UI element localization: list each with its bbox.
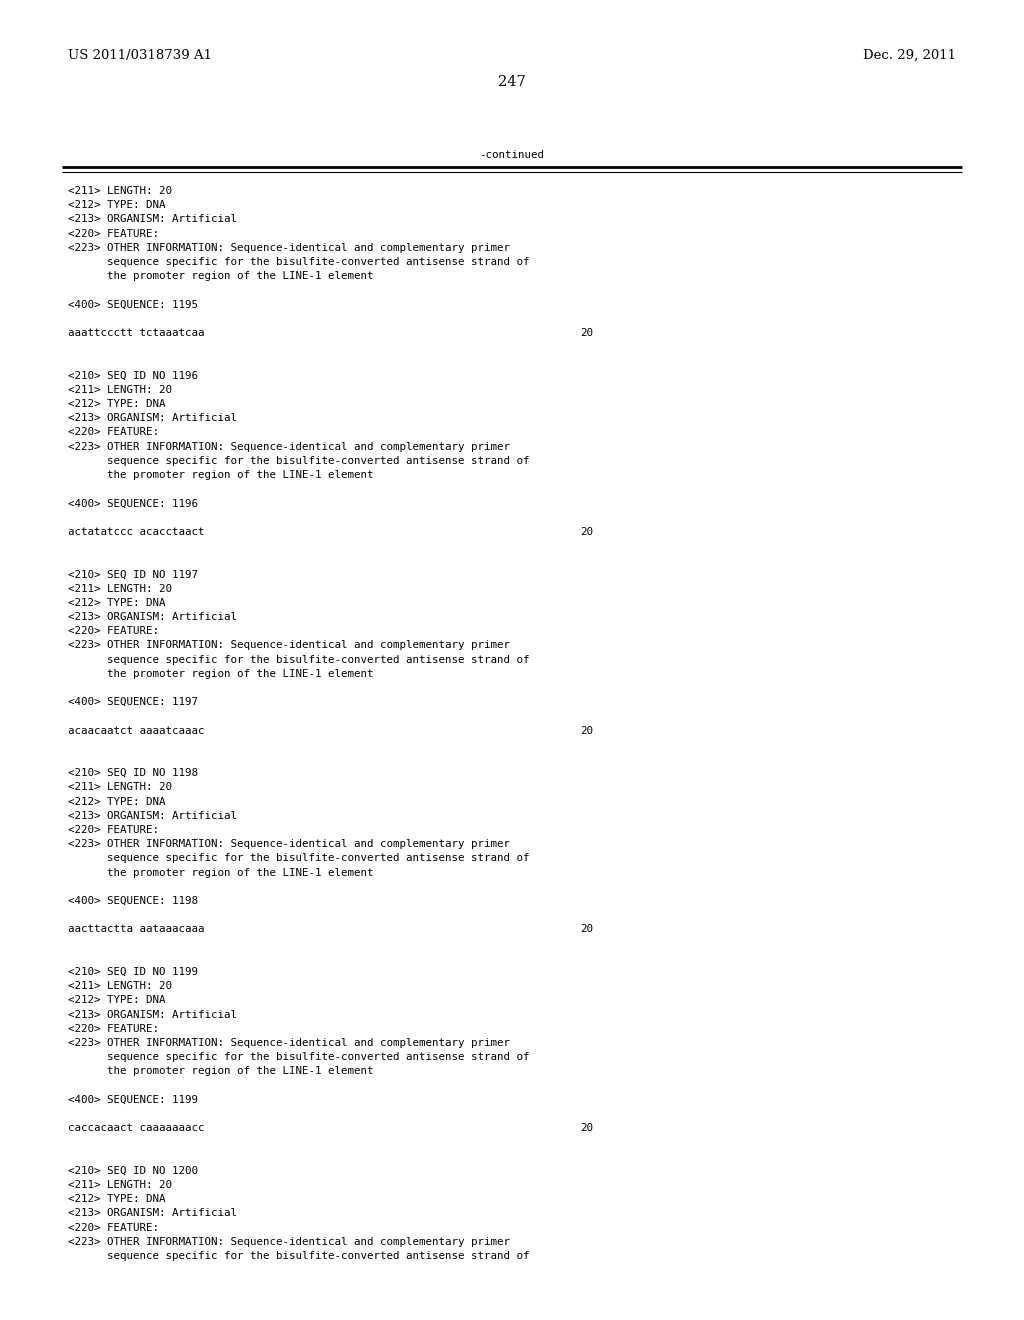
Text: <213> ORGANISM: Artificial: <213> ORGANISM: Artificial [68, 810, 237, 821]
Text: <220> FEATURE:: <220> FEATURE: [68, 626, 159, 636]
Text: the promoter region of the LINE-1 element: the promoter region of the LINE-1 elemen… [68, 1067, 374, 1076]
Text: -continued: -continued [479, 150, 545, 160]
Text: sequence specific for the bisulfite-converted antisense strand of: sequence specific for the bisulfite-conv… [68, 1052, 529, 1063]
Text: <210> SEQ ID NO 1199: <210> SEQ ID NO 1199 [68, 968, 198, 977]
Text: <220> FEATURE:: <220> FEATURE: [68, 825, 159, 836]
Text: aaattccctt tctaaatcaa: aaattccctt tctaaatcaa [68, 327, 205, 338]
Text: <211> LENGTH: 20: <211> LENGTH: 20 [68, 385, 172, 395]
Text: the promoter region of the LINE-1 element: the promoter region of the LINE-1 elemen… [68, 271, 374, 281]
Text: sequence specific for the bisulfite-converted antisense strand of: sequence specific for the bisulfite-conv… [68, 455, 529, 466]
Text: <212> TYPE: DNA: <212> TYPE: DNA [68, 1195, 166, 1204]
Text: <212> TYPE: DNA: <212> TYPE: DNA [68, 201, 166, 210]
Text: <211> LENGTH: 20: <211> LENGTH: 20 [68, 583, 172, 594]
Text: <400> SEQUENCE: 1196: <400> SEQUENCE: 1196 [68, 499, 198, 508]
Text: <211> LENGTH: 20: <211> LENGTH: 20 [68, 783, 172, 792]
Text: the promoter region of the LINE-1 element: the promoter region of the LINE-1 elemen… [68, 470, 374, 480]
Text: <213> ORGANISM: Artificial: <213> ORGANISM: Artificial [68, 1010, 237, 1019]
Text: 247: 247 [498, 75, 526, 88]
Text: sequence specific for the bisulfite-converted antisense strand of: sequence specific for the bisulfite-conv… [68, 655, 529, 664]
Text: <220> FEATURE:: <220> FEATURE: [68, 228, 159, 239]
Text: 20: 20 [580, 1123, 593, 1133]
Text: <212> TYPE: DNA: <212> TYPE: DNA [68, 995, 166, 1006]
Text: <220> FEATURE:: <220> FEATURE: [68, 1024, 159, 1034]
Text: <223> OTHER INFORMATION: Sequence-identical and complementary primer: <223> OTHER INFORMATION: Sequence-identi… [68, 840, 510, 849]
Text: <220> FEATURE:: <220> FEATURE: [68, 1222, 159, 1233]
Text: <223> OTHER INFORMATION: Sequence-identical and complementary primer: <223> OTHER INFORMATION: Sequence-identi… [68, 442, 510, 451]
Text: <211> LENGTH: 20: <211> LENGTH: 20 [68, 1180, 172, 1191]
Text: <213> ORGANISM: Artificial: <213> ORGANISM: Artificial [68, 612, 237, 622]
Text: sequence specific for the bisulfite-converted antisense strand of: sequence specific for the bisulfite-conv… [68, 257, 529, 267]
Text: <400> SEQUENCE: 1199: <400> SEQUENCE: 1199 [68, 1094, 198, 1105]
Text: <213> ORGANISM: Artificial: <213> ORGANISM: Artificial [68, 413, 237, 424]
Text: <210> SEQ ID NO 1200: <210> SEQ ID NO 1200 [68, 1166, 198, 1176]
Text: <223> OTHER INFORMATION: Sequence-identical and complementary primer: <223> OTHER INFORMATION: Sequence-identi… [68, 640, 510, 651]
Text: <212> TYPE: DNA: <212> TYPE: DNA [68, 598, 166, 607]
Text: <223> OTHER INFORMATION: Sequence-identical and complementary primer: <223> OTHER INFORMATION: Sequence-identi… [68, 243, 510, 253]
Text: caccacaact caaaaaaacc: caccacaact caaaaaaacc [68, 1123, 205, 1133]
Text: <210> SEQ ID NO 1196: <210> SEQ ID NO 1196 [68, 371, 198, 380]
Text: actatatccc acacctaact: actatatccc acacctaact [68, 527, 205, 537]
Text: 20: 20 [580, 527, 593, 537]
Text: sequence specific for the bisulfite-converted antisense strand of: sequence specific for the bisulfite-conv… [68, 854, 529, 863]
Text: <213> ORGANISM: Artificial: <213> ORGANISM: Artificial [68, 214, 237, 224]
Text: sequence specific for the bisulfite-converted antisense strand of: sequence specific for the bisulfite-conv… [68, 1251, 529, 1261]
Text: <211> LENGTH: 20: <211> LENGTH: 20 [68, 186, 172, 195]
Text: <212> TYPE: DNA: <212> TYPE: DNA [68, 399, 166, 409]
Text: <212> TYPE: DNA: <212> TYPE: DNA [68, 796, 166, 807]
Text: <210> SEQ ID NO 1197: <210> SEQ ID NO 1197 [68, 569, 198, 579]
Text: <400> SEQUENCE: 1197: <400> SEQUENCE: 1197 [68, 697, 198, 708]
Text: <213> ORGANISM: Artificial: <213> ORGANISM: Artificial [68, 1208, 237, 1218]
Text: <210> SEQ ID NO 1198: <210> SEQ ID NO 1198 [68, 768, 198, 779]
Text: <211> LENGTH: 20: <211> LENGTH: 20 [68, 981, 172, 991]
Text: US 2011/0318739 A1: US 2011/0318739 A1 [68, 49, 212, 62]
Text: aacttactta aataaacaaa: aacttactta aataaacaaa [68, 924, 205, 935]
Text: the promoter region of the LINE-1 element: the promoter region of the LINE-1 elemen… [68, 669, 374, 678]
Text: <400> SEQUENCE: 1195: <400> SEQUENCE: 1195 [68, 300, 198, 310]
Text: the promoter region of the LINE-1 element: the promoter region of the LINE-1 elemen… [68, 867, 374, 878]
Text: acaacaatct aaaatcaaac: acaacaatct aaaatcaaac [68, 726, 205, 735]
Text: <223> OTHER INFORMATION: Sequence-identical and complementary primer: <223> OTHER INFORMATION: Sequence-identi… [68, 1038, 510, 1048]
Text: <400> SEQUENCE: 1198: <400> SEQUENCE: 1198 [68, 896, 198, 906]
Text: 20: 20 [580, 726, 593, 735]
Text: <223> OTHER INFORMATION: Sequence-identical and complementary primer: <223> OTHER INFORMATION: Sequence-identi… [68, 1237, 510, 1247]
Text: 20: 20 [580, 327, 593, 338]
Text: <220> FEATURE:: <220> FEATURE: [68, 428, 159, 437]
Text: Dec. 29, 2011: Dec. 29, 2011 [863, 49, 956, 62]
Text: 20: 20 [580, 924, 593, 935]
